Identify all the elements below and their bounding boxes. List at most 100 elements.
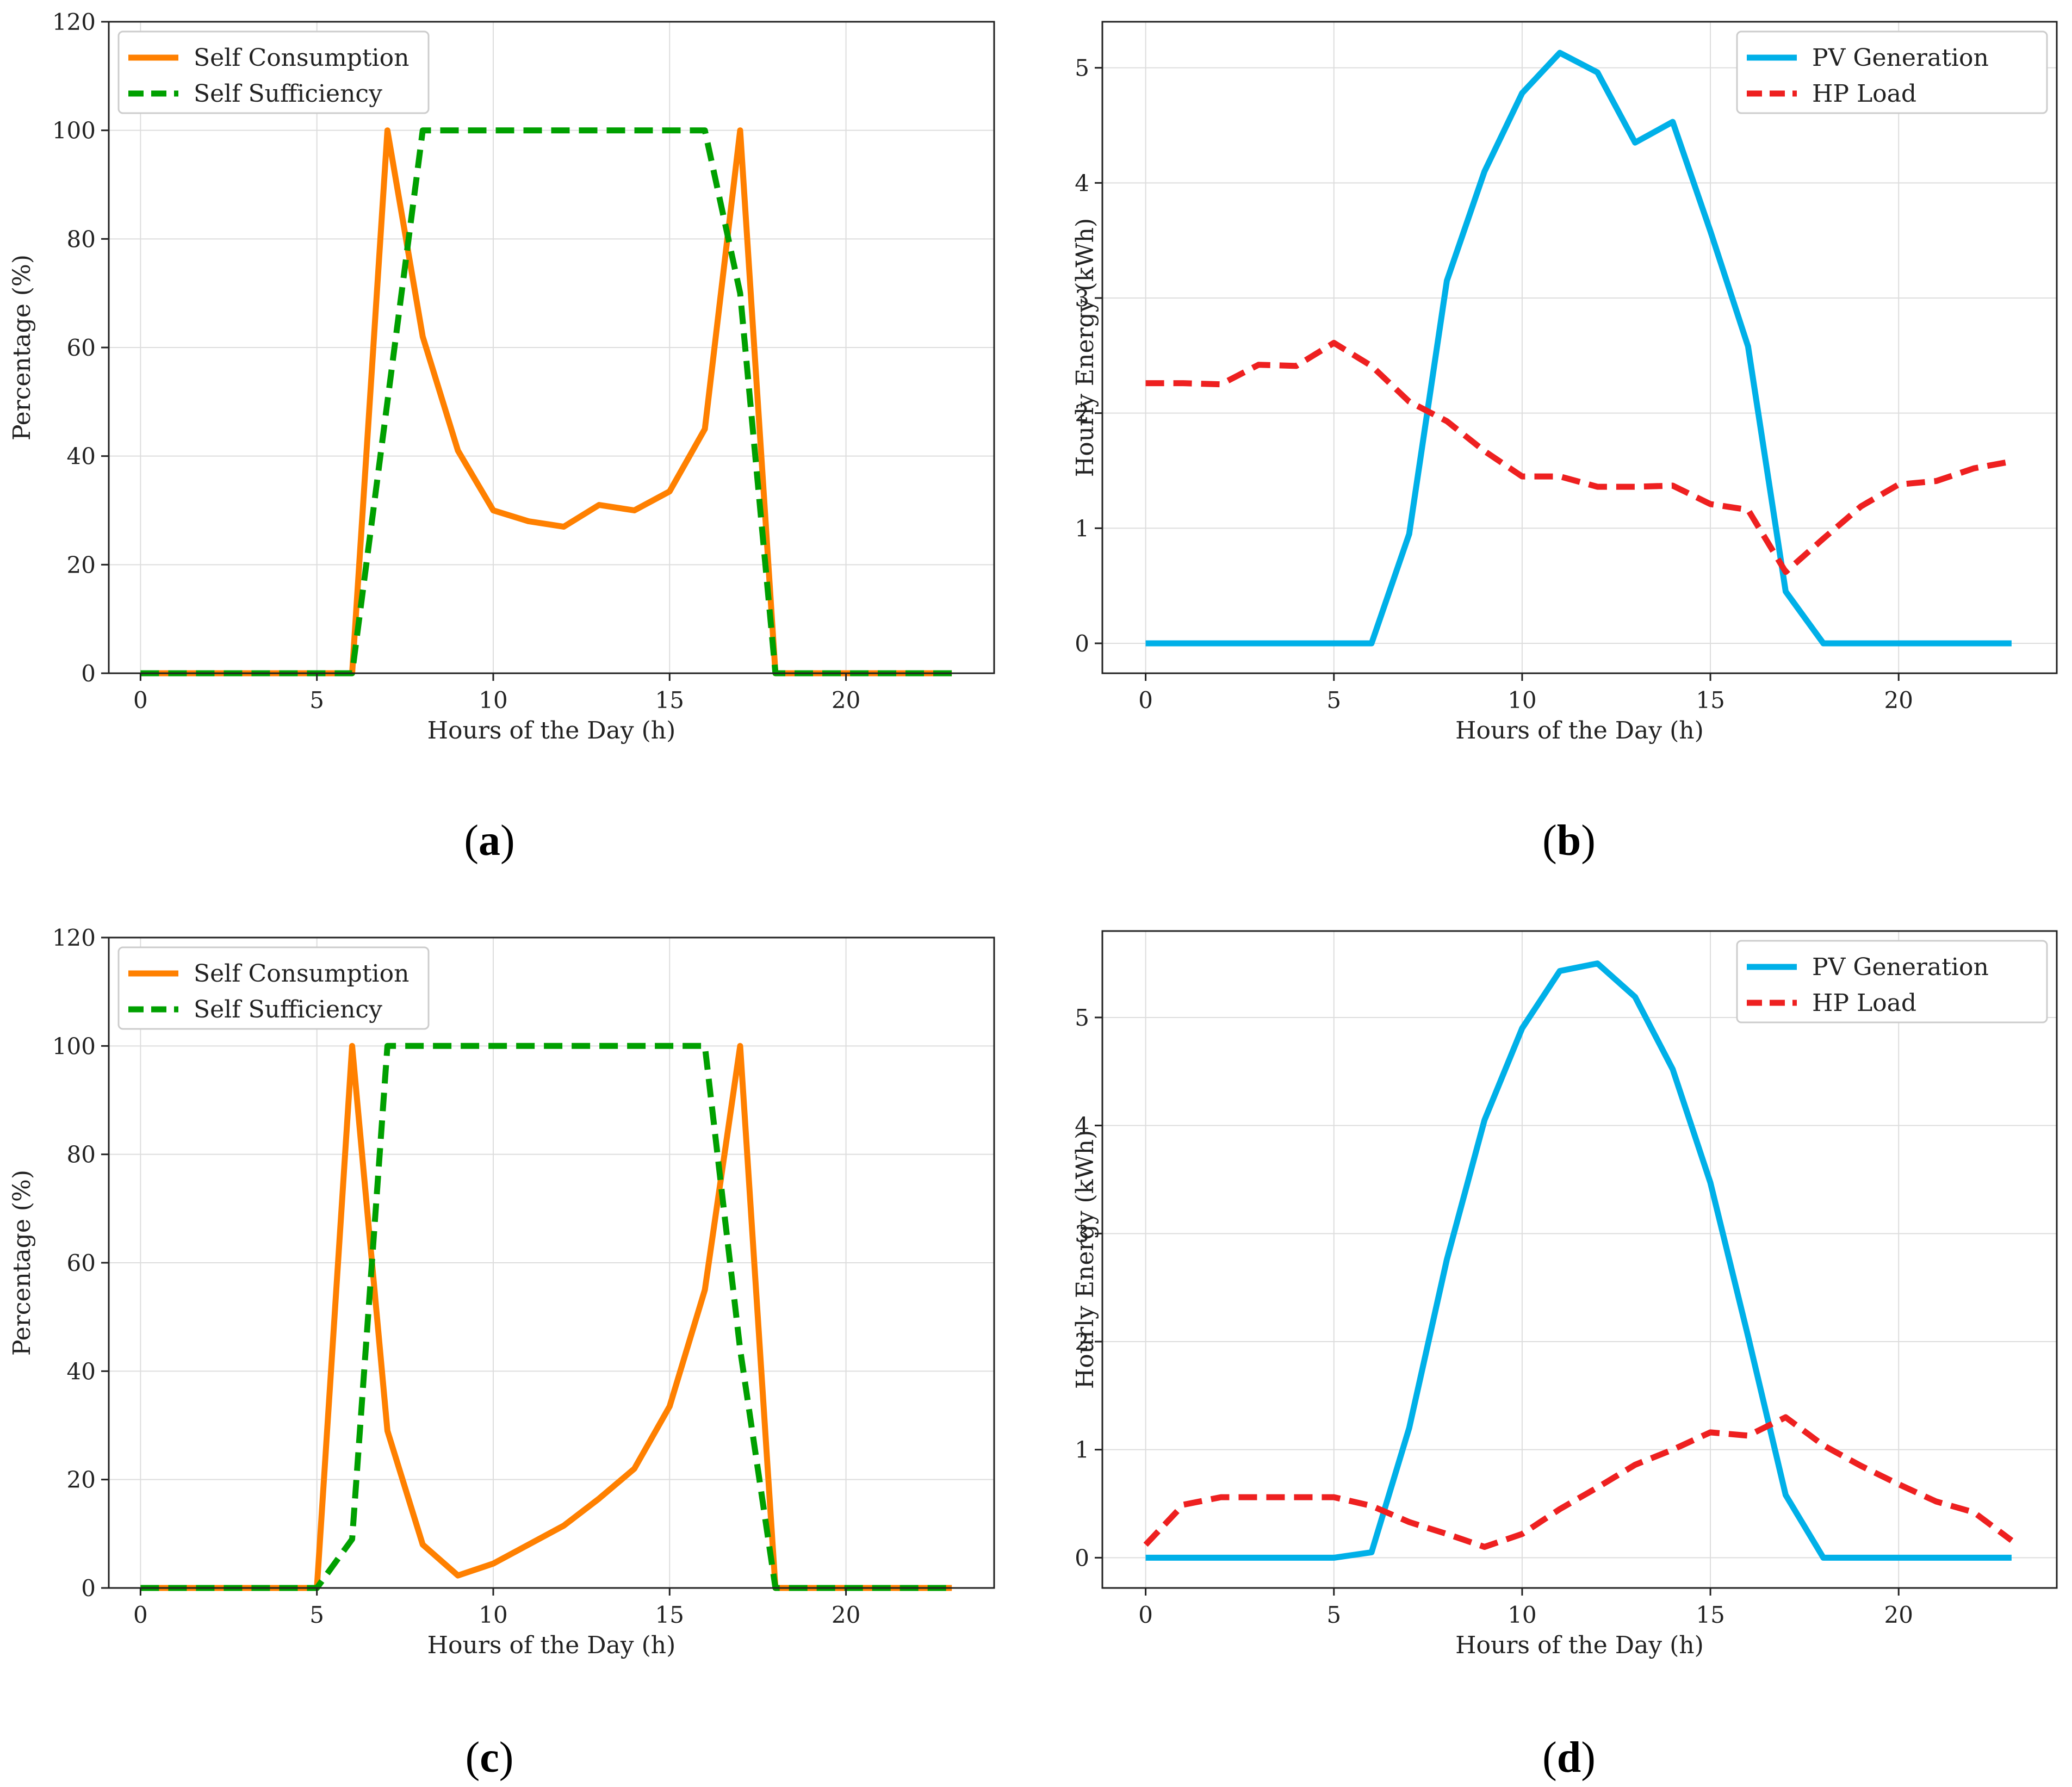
legend-box <box>117 30 430 114</box>
y-tick-label: 40 <box>67 1358 96 1385</box>
series-line-self-consumption <box>140 1043 952 1591</box>
y-tick-label: 0 <box>1075 630 1089 657</box>
x-tick-label: 5 <box>1326 687 1341 713</box>
y-tick-label: 120 <box>52 9 96 35</box>
x-axis-label: Hours of the Day (h) <box>1455 1631 1704 1659</box>
y-tick-label: 4 <box>1075 1113 1089 1139</box>
x-tick-label: 10 <box>479 687 507 713</box>
y-tick-label: 120 <box>52 924 96 951</box>
chart-panel-b: 0 5 10 15 20 0 1 2 3 4 5 Hours of the Day (h) Hourly… <box>1071 21 2058 865</box>
panel-caption-close: ) <box>499 1734 514 1782</box>
legend-box <box>117 946 430 1030</box>
x-tick-label: 5 <box>309 1602 324 1628</box>
y-tick-label: 0 <box>81 1575 96 1602</box>
y-axis-label: Percentage (%) <box>8 255 36 440</box>
chart-panel-a: 0 5 10 15 20 0 20 40 60 80 100 120 Hours of the Day … <box>8 9 995 865</box>
panel-caption-letter: c <box>480 1734 499 1782</box>
series-line-pv-generation <box>1145 49 2012 647</box>
series-line-pv-generation <box>1145 960 2012 1561</box>
panel-caption: (d) <box>1542 1734 1596 1782</box>
x-tick-label: 5 <box>1326 1602 1341 1628</box>
legend-label: PV Generation <box>1812 44 1989 72</box>
panel-caption-close: ) <box>500 817 515 865</box>
legend: PV Generation HP Load <box>1736 940 2048 1023</box>
y-tick-label: 60 <box>67 334 96 361</box>
y-tick-label: 5 <box>1075 55 1089 82</box>
series-line-self-sufficiency <box>140 1043 952 1591</box>
x-axis-label: Hours of the Day (h) <box>1455 717 1704 744</box>
legend-label: HP Load <box>1812 80 1916 108</box>
y-axis-label: Percentage (%) <box>8 1170 36 1356</box>
x-tick-label: 0 <box>133 687 148 713</box>
legend: Self Consumption Self Sufficiency <box>117 946 430 1030</box>
x-tick-label: 0 <box>1138 687 1153 713</box>
y-axis-label: Hourly Energy (kWh) <box>1071 218 1099 477</box>
panel-caption-letter: d <box>1557 1734 1581 1782</box>
panel-caption-close: ) <box>1581 1734 1596 1782</box>
chart-panel-c: 0 5 10 15 20 0 20 40 60 80 100 120 Hours of the Day … <box>8 924 995 1782</box>
series-line-self-sufficiency <box>140 127 952 677</box>
series-line-self-consumption <box>140 127 952 677</box>
legend-label: Self Sufficiency <box>194 996 382 1023</box>
legend: Self Consumption Self Sufficiency <box>117 30 430 114</box>
panel-caption-letter: a <box>479 817 500 865</box>
chart-panel-d: 0 5 10 15 20 0 1 2 3 4 5 Hours of the Day (h) Hourly… <box>1071 930 2058 1782</box>
y-tick-label: 5 <box>1075 1004 1089 1031</box>
x-axis-label: Hours of the Day (h) <box>427 717 676 744</box>
y-tick-label: 4 <box>1075 170 1089 196</box>
y-tick-label: 0 <box>1075 1544 1089 1571</box>
legend-label: Self Consumption <box>194 960 409 988</box>
legend-box <box>1736 30 2048 114</box>
y-tick-label: 2 <box>1075 1329 1089 1355</box>
y-tick-label: 40 <box>67 443 96 470</box>
legend-label: Self Consumption <box>194 44 409 72</box>
x-tick-label: 20 <box>832 687 860 713</box>
panel-caption: (a) <box>464 817 514 865</box>
x-tick-label: 20 <box>832 1602 860 1628</box>
x-tick-label: 20 <box>1884 687 1913 713</box>
x-tick-label: 20 <box>1884 1602 1913 1628</box>
y-axis-label: Hourly Energy (kWh) <box>1071 1130 1099 1389</box>
legend-label: Self Sufficiency <box>194 80 382 108</box>
x-tick-label: 15 <box>655 687 684 713</box>
panel-caption-close: ) <box>1581 817 1596 865</box>
x-tick-label: 10 <box>479 1602 507 1628</box>
y-tick-label: 100 <box>52 1033 96 1059</box>
x-tick-label: 0 <box>1138 1602 1153 1628</box>
panel-caption-open: ( <box>466 1734 480 1782</box>
y-tick-label: 20 <box>67 551 96 578</box>
panel-caption-open: ( <box>1542 817 1557 865</box>
x-tick-label: 15 <box>655 1602 684 1628</box>
x-tick-label: 5 <box>309 687 324 713</box>
x-tick-label: 10 <box>1508 687 1536 713</box>
y-tick-label: 3 <box>1075 285 1089 312</box>
y-tick-label: 20 <box>67 1467 96 1493</box>
x-tick-label: 15 <box>1696 687 1724 713</box>
y-tick-label: 0 <box>81 660 96 687</box>
y-tick-label: 3 <box>1075 1220 1089 1247</box>
x-tick-label: 15 <box>1696 1602 1724 1628</box>
y-tick-label: 2 <box>1075 400 1089 427</box>
legend-label: PV Generation <box>1812 953 1989 981</box>
plot-frame <box>1101 930 2058 1589</box>
y-tick-label: 60 <box>67 1250 96 1276</box>
y-tick-label: 100 <box>52 117 96 144</box>
legend-box <box>1736 940 2048 1023</box>
panel-caption-letter: b <box>1557 817 1581 865</box>
series-line-hp-load <box>1145 340 2012 575</box>
panel-caption: (c) <box>466 1734 514 1782</box>
x-tick-label: 0 <box>133 1602 148 1628</box>
legend-label: HP Load <box>1812 989 1916 1017</box>
series-line-hp-load <box>1143 1414 2014 1550</box>
panel-caption: (b) <box>1542 817 1596 865</box>
y-tick-label: 1 <box>1075 515 1089 542</box>
panel-caption-open: ( <box>1542 1734 1557 1782</box>
y-tick-label: 80 <box>67 226 96 252</box>
x-tick-label: 10 <box>1508 1602 1536 1628</box>
panel-caption-open: ( <box>464 817 479 865</box>
y-tick-label: 80 <box>67 1141 96 1168</box>
legend: PV Generation HP Load <box>1736 30 2048 114</box>
x-axis-label: Hours of the Day (h) <box>427 1631 676 1659</box>
y-tick-label: 1 <box>1075 1437 1089 1463</box>
